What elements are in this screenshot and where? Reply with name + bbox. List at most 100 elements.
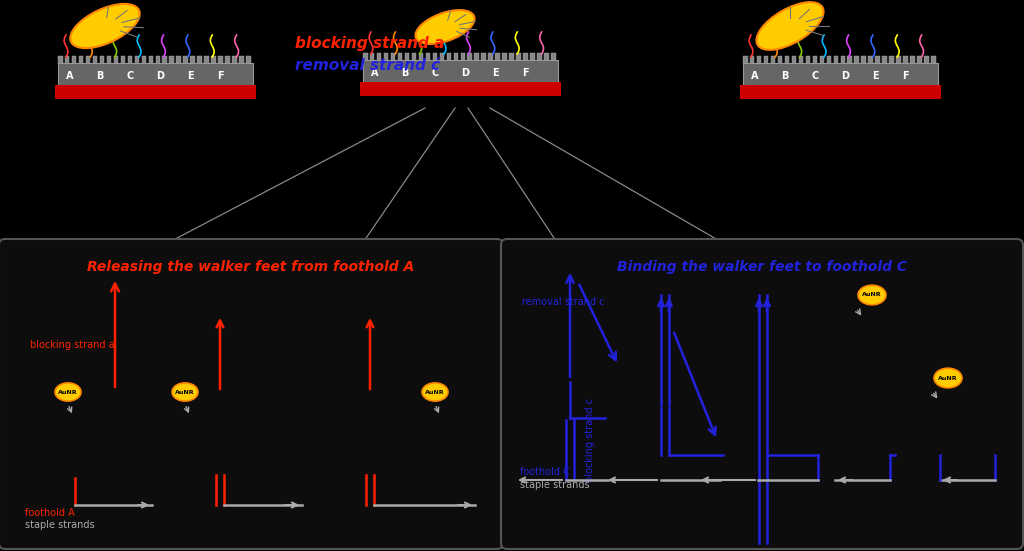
Bar bbox=[58, 63, 253, 85]
Bar bbox=[910, 56, 914, 64]
Text: staple strands: staple strands bbox=[520, 480, 590, 490]
Text: B: B bbox=[96, 71, 103, 81]
Bar bbox=[198, 56, 202, 64]
Bar bbox=[868, 56, 872, 64]
Bar bbox=[461, 53, 465, 61]
Bar bbox=[861, 56, 866, 64]
Text: A: A bbox=[67, 71, 74, 81]
Text: A: A bbox=[752, 71, 759, 81]
Text: A: A bbox=[372, 68, 379, 78]
Bar bbox=[516, 53, 521, 61]
Bar bbox=[204, 56, 209, 64]
Bar bbox=[176, 56, 181, 64]
Ellipse shape bbox=[416, 10, 474, 44]
Text: Releasing the walker feet from foothold A: Releasing the walker feet from foothold … bbox=[87, 260, 415, 274]
Bar bbox=[806, 56, 810, 64]
Bar bbox=[246, 56, 251, 64]
Bar bbox=[362, 60, 558, 82]
Bar bbox=[813, 56, 817, 64]
Bar bbox=[771, 56, 775, 64]
Text: blocking strand a: blocking strand a bbox=[30, 340, 115, 350]
Bar bbox=[121, 56, 125, 64]
Bar bbox=[391, 53, 395, 61]
Text: staple strands: staple strands bbox=[25, 520, 94, 530]
Text: E: E bbox=[871, 71, 879, 81]
Ellipse shape bbox=[71, 4, 139, 48]
Bar bbox=[784, 56, 790, 64]
Bar bbox=[764, 56, 768, 64]
Bar bbox=[99, 56, 104, 64]
Bar bbox=[183, 56, 187, 64]
Bar bbox=[757, 56, 762, 64]
Bar bbox=[931, 56, 936, 64]
Text: C: C bbox=[431, 68, 438, 78]
Text: blocking strand c: blocking strand c bbox=[585, 398, 595, 482]
Bar bbox=[889, 56, 894, 64]
Bar bbox=[468, 53, 472, 61]
Text: Binding the walker feet to foothold C: Binding the walker feet to foothold C bbox=[617, 260, 907, 274]
Text: removal strand c: removal strand c bbox=[522, 297, 604, 307]
Bar bbox=[218, 56, 222, 64]
Bar bbox=[848, 56, 852, 64]
Bar bbox=[211, 56, 216, 64]
Text: F: F bbox=[521, 68, 528, 78]
Text: AuNR: AuNR bbox=[58, 390, 78, 395]
Bar bbox=[896, 56, 901, 64]
Bar bbox=[148, 56, 153, 64]
Bar bbox=[439, 53, 444, 61]
Bar bbox=[924, 56, 929, 64]
Text: AuNR: AuNR bbox=[425, 390, 444, 395]
Bar bbox=[854, 56, 859, 64]
Bar bbox=[743, 63, 938, 85]
Text: AuNR: AuNR bbox=[175, 390, 195, 395]
Bar bbox=[397, 53, 402, 61]
Text: C: C bbox=[811, 71, 818, 81]
Bar bbox=[433, 53, 437, 61]
Bar bbox=[225, 56, 229, 64]
Bar bbox=[841, 56, 845, 64]
Bar bbox=[190, 56, 195, 64]
Bar bbox=[404, 53, 410, 61]
Text: foothold C: foothold C bbox=[520, 467, 570, 477]
Bar bbox=[792, 56, 797, 64]
Bar bbox=[55, 85, 256, 99]
Bar bbox=[918, 56, 922, 64]
Bar bbox=[538, 53, 542, 61]
Bar bbox=[509, 53, 514, 61]
Text: C: C bbox=[126, 71, 133, 81]
Bar bbox=[903, 56, 907, 64]
Bar bbox=[488, 53, 493, 61]
Bar bbox=[523, 53, 527, 61]
Bar bbox=[412, 53, 417, 61]
Bar bbox=[446, 53, 452, 61]
Ellipse shape bbox=[55, 383, 81, 401]
Bar bbox=[384, 53, 388, 61]
Bar bbox=[826, 56, 831, 64]
Text: F: F bbox=[217, 71, 223, 81]
FancyBboxPatch shape bbox=[0, 239, 503, 549]
Text: removal strand ć: removal strand ć bbox=[295, 58, 440, 73]
Text: AuNR: AuNR bbox=[862, 293, 882, 298]
Bar bbox=[544, 53, 549, 61]
Bar bbox=[819, 56, 824, 64]
Bar bbox=[141, 56, 146, 64]
Bar bbox=[370, 53, 375, 61]
Bar bbox=[503, 53, 507, 61]
Bar bbox=[106, 56, 112, 64]
Bar bbox=[114, 56, 118, 64]
Bar bbox=[530, 53, 535, 61]
Ellipse shape bbox=[172, 383, 198, 401]
Bar bbox=[362, 53, 368, 61]
Bar bbox=[778, 56, 782, 64]
Bar bbox=[72, 56, 77, 64]
Text: B: B bbox=[781, 71, 788, 81]
Bar bbox=[128, 56, 132, 64]
Ellipse shape bbox=[934, 368, 962, 388]
Bar bbox=[79, 56, 83, 64]
Bar bbox=[834, 56, 838, 64]
Bar bbox=[454, 53, 458, 61]
Text: B: B bbox=[401, 68, 409, 78]
Bar bbox=[239, 56, 244, 64]
FancyBboxPatch shape bbox=[501, 239, 1023, 549]
Bar bbox=[360, 82, 561, 96]
